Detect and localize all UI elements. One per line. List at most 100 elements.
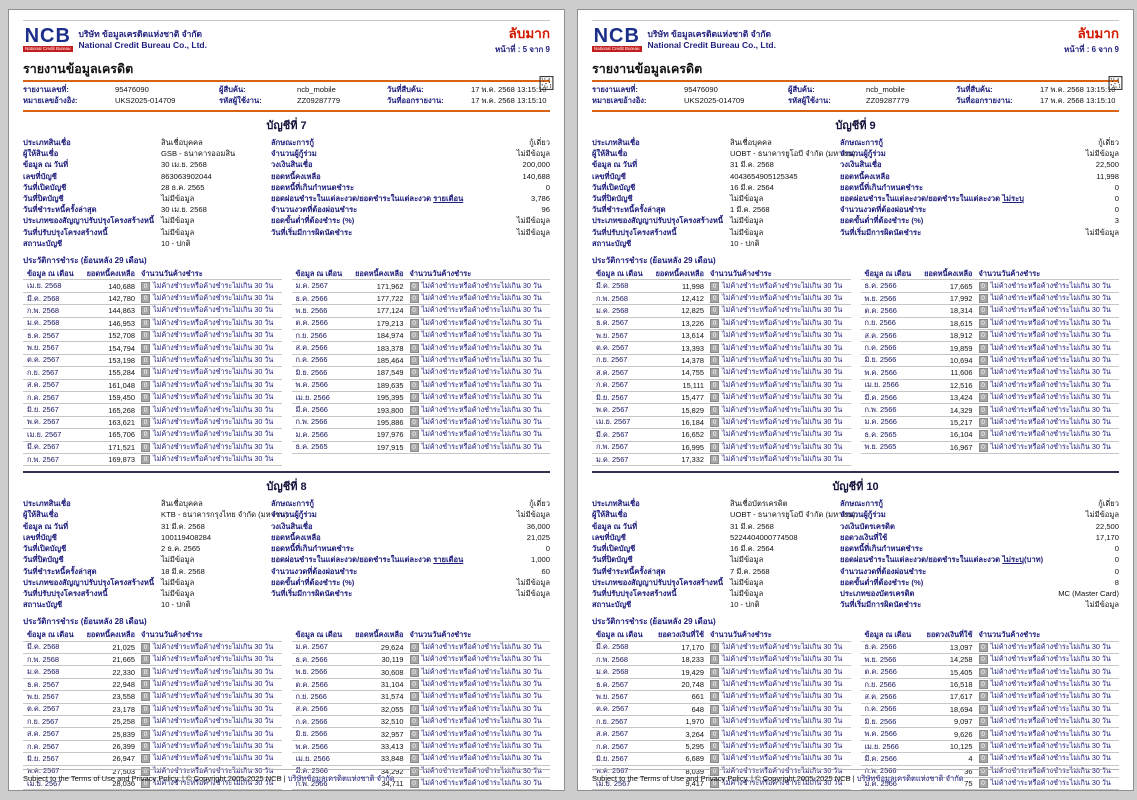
history-row: พ.ย. 2565 16,967 0 ไม่ค้างชำระหรือค้างชำระไ… xyxy=(860,442,1119,454)
history-col-days-header: จำนวนวันค้างชำระ xyxy=(973,268,1120,280)
detail-label: ประเภทสินเชื่อ xyxy=(592,138,640,147)
zero-days-badge: 0 xyxy=(710,430,719,440)
detail-label: วันที่ชำระหนี้ครั้งล่าสุด xyxy=(23,566,97,576)
detail-label-text: จำนวนงวดที่ต้องผ่อนชำระ xyxy=(840,205,927,215)
history-col-month-header: ข้อมูล ณ เดือน xyxy=(596,268,643,278)
detail-value: 200,000 xyxy=(522,160,550,170)
company-name-th: บริษัท ข้อมูลเครดิตแห่งชาติ จำกัด xyxy=(647,29,772,39)
history-month: ก.พ. 2566 xyxy=(864,766,897,776)
zero-days-badge: 0 xyxy=(710,729,719,739)
history-status-text: ไม่ค้างชำระหรือค้างชำระไม่เกิน 30 วัน xyxy=(421,765,542,775)
history-status-text: ไม่ค้างชำระหรือค้างชำระไม่เกิน 30 วัน xyxy=(421,342,542,352)
history-status: 0 ไม่ค้างชำระหรือค้างชำระไม่เกิน 30 วัน xyxy=(704,281,851,292)
history-amount: 32,055 xyxy=(380,704,404,714)
history-status: 0 ไม่ค้างชำระหรือค้างชำระไม่เกิน 30 วัน xyxy=(973,405,1120,416)
history-header-row: ข้อมูล ณ เดือน ยอดวงเงินที่ใช้ จำนวนวันค้า… xyxy=(592,629,851,642)
detail-value: 0 xyxy=(1114,555,1119,565)
history-status-text: ไม่ค้างชำระหรือค้างชำระไม่เกิน 30 วัน xyxy=(990,691,1111,701)
history-amount: 14,329 xyxy=(949,405,973,415)
detail-value: 1,000 xyxy=(530,555,550,565)
history-month: มี.ค. 2566 xyxy=(295,405,328,415)
info-value: 95476090 xyxy=(115,85,149,94)
ncb-logo-mark: NCB National Credit Bureau xyxy=(23,26,73,52)
history-month: ส.ค. 2566 xyxy=(295,704,328,714)
detail-label: วันที่ปิดบัญชี xyxy=(592,194,633,204)
history-month: เม.ย. 2566 xyxy=(864,380,899,390)
history-status-text: ไม่ค้างชำระหรือค้างชำระไม่เกิน 30 วัน xyxy=(153,392,274,402)
history-month: ก.พ. 2568 xyxy=(27,305,59,315)
history-status-text: ไม่ค้างชำระหรือค้างชำระไม่เกิน 30 วัน xyxy=(990,765,1111,775)
payment-history-title: ประวัติการชำระ (ย้อนหลัง 29 เดือน) xyxy=(592,256,716,266)
account-title: บัญชีที่ 10 xyxy=(832,481,879,494)
history-row: ส.ค. 2566 32,055 0 ไม่ค้างชำระหรือค้างชำระไ… xyxy=(291,704,550,717)
detail-value: 0 xyxy=(1114,182,1119,192)
detail-value: 22,500 xyxy=(1095,521,1119,531)
info-value: 95476090 xyxy=(684,85,718,94)
account-details: ประเภทสินเชื่อ สินเชื่อบัตรเครดิต ลักษณะกา… xyxy=(592,498,1119,610)
detail-value: 1 มี.ค. 2568 xyxy=(730,205,770,215)
history-status-text: ไม่ค้างชำระหรือค้างชำระไม่เกิน 30 วัน xyxy=(722,691,843,701)
detail-value: 30 เม.ย. 2568 xyxy=(161,205,207,215)
detail-value xyxy=(1086,238,1119,249)
detail-label: วงเงินสินเชื่อ xyxy=(271,159,517,170)
history-status-text: ไม่ค้างชำระหรือค้างชำระไม่เกิน 30 วัน xyxy=(990,293,1111,302)
zero-days-badge: 0 xyxy=(710,455,719,465)
history-row: มี.ค. 2566 4 0 ไม่ค้างชำระหรือค้างชำระไม่เก… xyxy=(860,753,1119,766)
history-row: ม.ค. 2567 17,332 0 ไม่ค้างชำระหรือค้างชำระไ… xyxy=(592,454,851,467)
history-month: พ.ย. 2567 xyxy=(596,330,628,340)
history-status: 0 ไม่ค้างชำระหรือค้างชำระไม่เกิน 30 วัน xyxy=(135,330,282,341)
detail-label-text: ยอดผ่อนชำระในแต่ละงวด/ยอดชำระในแต่ละงวด xyxy=(271,555,432,565)
history-status-text: ไม่ค้างชำระหรือค้างชำระไม่เกิน 30 วัน xyxy=(421,654,542,664)
zero-days-badge: 0 xyxy=(978,380,988,390)
detail-label-tail: (บาท) xyxy=(1024,555,1044,565)
history-status: 0 ไม่ค้างชำระหรือค้างชำระไม่เกิน 30 วัน xyxy=(704,454,851,465)
detail-value: 0 xyxy=(1114,194,1119,204)
detail-value: ไม่มีข้อมูล xyxy=(730,227,764,237)
zero-days-badge: 0 xyxy=(710,655,719,665)
history-amount: 75 xyxy=(964,779,973,789)
history-status-text: ไม่ค้างชำระหรือค้างชำระไม่เกิน 30 วัน xyxy=(722,379,843,389)
detail-value: ไม่มีข้อมูล xyxy=(730,555,764,565)
title-area: รายงานข้อมูลเครดิต รายงานเลขที่: 95476090 ผ… xyxy=(23,59,554,112)
history-row: ธ.ค. 2567 152,708 0 ไม่ค้างชำระหรือค้างชำระ… xyxy=(23,330,282,343)
detail-value: ไม่มีข้อมูล xyxy=(1085,510,1119,520)
history-row: มี.ค. 256728,5750ไม่ค้างชำระหรือค้างชำระ… xyxy=(23,790,282,791)
history-status-text: ไม่ค้างชำระหรือค้างชำระไม่เกิน 30 วัน xyxy=(990,404,1111,414)
zero-days-badge: 0 xyxy=(141,779,150,789)
history-row: เม.ย. 2567 165,706 0 ไม่ค้างชำระหรือค้างชำร… xyxy=(23,429,282,442)
history-amount: 9,626 xyxy=(954,729,973,739)
history-status-text: ไม่ค้างชำระหรือค้างชำระไม่เกิน 30 วัน xyxy=(722,441,843,451)
history-status-text: ไม่ค้างชำระหรือค้างชำระไม่เกิน 30 วัน xyxy=(153,454,274,464)
zero-days-badge: 0 xyxy=(978,331,988,341)
ncb-logo-band: National Credit Bureau xyxy=(23,46,73,52)
zero-days-badge: 0 xyxy=(409,405,419,415)
history-row: ก.ค. 2567 15,111 0 ไม่ค้างชำระหรือค้างชำระไ… xyxy=(592,380,851,392)
history-status-text: ไม่ค้างชำระหรือค้างชำระไม่เกิน 30 วัน xyxy=(990,354,1111,364)
history-month: ก.ค. 2566 xyxy=(864,704,897,714)
history-status: 0 ไม่ค้างชำระหรือค้างชำระไม่เกิน 30 วัน xyxy=(135,729,282,740)
zero-days-badge: 0 xyxy=(141,729,150,739)
history-status-text: ไม่ค้างชำระหรือค้างชำระไม่เกิน 30 วัน xyxy=(153,404,274,414)
history-amount: 16,104 xyxy=(949,430,973,440)
history-status-text: ไม่ค้างชำระหรือค้างชำระไม่เกิน 30 วัน xyxy=(421,280,542,290)
detail-value: ไม่มีข้อมูล xyxy=(516,577,550,587)
history-status-text: ไม่ค้างชำระหรือค้างชำระไม่เกิน 30 วัน xyxy=(153,305,274,315)
history-status-text: ไม่ค้างชำระหรือค้างชำระไม่เกิน 30 วัน xyxy=(421,293,542,302)
zero-days-badge: 0 xyxy=(409,754,419,764)
detail-label: ประเภทของสัญญาปรับปรุงโครงสร้างหนี้ xyxy=(592,216,724,226)
history-amount: 661 xyxy=(691,692,704,702)
zero-days-badge: 0 xyxy=(710,704,719,714)
history-row: พ.ย. 2567 661 0 ไม่ค้างชำระหรือค้างชำระไม่เ… xyxy=(592,691,851,704)
history-month: ธ.ค. 2565 xyxy=(864,429,897,439)
detail-value: 60 xyxy=(541,566,550,576)
history-status: 0 ไม่ค้างชำระหรือค้างชำระไม่เกิน 30 วัน xyxy=(973,367,1120,378)
detail-value: 18 มี.ค. 2568 xyxy=(161,566,205,576)
history-status-text: ไม่ค้างชำระหรือค้างชำระไม่เกิน 30 วัน xyxy=(722,728,843,738)
history-amount: 6,689 xyxy=(685,754,705,764)
detail-value: ไม่มีข้อมูล xyxy=(730,194,764,204)
detail-label-text: ยอดผ่อนชำระในแต่ละงวด/ยอดชำระในแต่ละงวด xyxy=(840,555,1001,565)
history-status: 0 ไม่ค้างชำระหรือค้างชำระไม่เกิน 30 วัน xyxy=(704,778,851,789)
history-row: มี.ค. 2568 11,998 0 ไม่ค้างชำระหรือค้างชำระ… xyxy=(592,280,851,293)
page-number: หน้าที่ : 6 จาก 9 xyxy=(1064,45,1119,54)
history-row: ก.พ. 2566 34,711 0 ไม่ค้างชำระหรือค้างชำระไ… xyxy=(291,778,550,790)
